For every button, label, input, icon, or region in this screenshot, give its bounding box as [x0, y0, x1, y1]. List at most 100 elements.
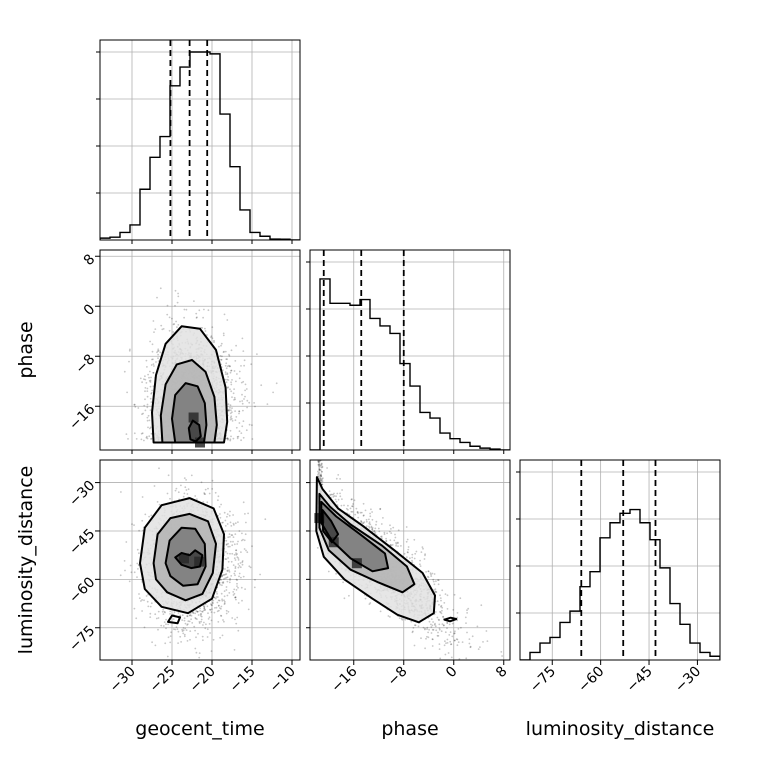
- sample-point: [223, 350, 225, 353]
- sample-point: [349, 507, 352, 510]
- sample-point: [152, 358, 154, 361]
- sample-point: [201, 327, 204, 329]
- sample-point: [225, 367, 228, 370]
- sample-point: [204, 493, 207, 495]
- sample-point: [220, 503, 223, 506]
- sample-point: [197, 614, 200, 616]
- sample-point: [233, 399, 235, 401]
- sample-point: [149, 605, 152, 608]
- sample-point: [126, 391, 128, 394]
- sample-point: [226, 569, 229, 572]
- sample-point: [161, 328, 164, 331]
- histogram-steps: [520, 508, 720, 660]
- sample-point: [225, 609, 228, 612]
- sample-point: [237, 540, 239, 543]
- histogram-luminosity_distance: [520, 460, 720, 660]
- sample-point: [425, 637, 427, 640]
- sample-point: [217, 499, 219, 502]
- sample-point: [180, 484, 182, 487]
- panel-border: [99, 39, 301, 241]
- sample-point: [149, 370, 151, 373]
- sample-point: [228, 409, 230, 412]
- sample-point: [224, 577, 227, 580]
- sample-point: [169, 497, 171, 500]
- sample-point: [188, 620, 191, 623]
- sample-point: [225, 381, 228, 384]
- sample-point: [228, 364, 230, 367]
- sample-point: [145, 382, 148, 384]
- density-panel-geocent_time-phase: [123, 287, 278, 448]
- sample-point: [220, 615, 223, 617]
- sample-point: [182, 632, 185, 635]
- sample-point: [240, 432, 243, 434]
- sample-point: [236, 556, 239, 558]
- sample-point: [235, 549, 237, 552]
- sample-point: [227, 386, 230, 388]
- sample-point: [176, 628, 179, 631]
- sample-point: [235, 426, 238, 429]
- sample-point: [179, 614, 182, 617]
- sample-point: [143, 439, 145, 442]
- sample-point: [151, 389, 154, 392]
- sample-point: [229, 577, 232, 580]
- sample-point: [183, 633, 186, 636]
- sample-point: [137, 568, 139, 570]
- sample-point: [226, 437, 229, 440]
- sample-point: [211, 479, 214, 482]
- sample-point: [177, 292, 180, 295]
- sample-point: [236, 585, 238, 587]
- sample-point: [207, 487, 209, 490]
- sample-point: [183, 635, 186, 638]
- sample-point: [218, 604, 220, 607]
- sample-point: [245, 429, 248, 432]
- sample-point: [241, 599, 243, 602]
- sample-point: [153, 331, 155, 333]
- sample-point: [181, 614, 184, 617]
- sample-point: [143, 599, 145, 602]
- sample-point: [138, 552, 140, 555]
- panel-border: [309, 249, 511, 451]
- sample-point: [247, 512, 250, 515]
- sample-point: [218, 506, 221, 508]
- sample-point: [220, 579, 222, 581]
- sample-point: [146, 366, 148, 368]
- sample-point: [228, 571, 231, 573]
- sample-point: [237, 563, 240, 565]
- sample-point: [215, 596, 218, 598]
- sample-point: [231, 420, 234, 422]
- sample-point: [228, 353, 230, 356]
- sample-point: [150, 602, 153, 605]
- sample-point: [233, 396, 236, 399]
- sample-point: [146, 435, 148, 438]
- sample-point: [165, 627, 167, 630]
- sample-point: [228, 581, 231, 584]
- sample-point: [234, 419, 237, 422]
- sample-point: [157, 617, 160, 619]
- sample-point: [202, 624, 204, 626]
- sample-point: [154, 644, 157, 647]
- sample-point: [175, 487, 178, 490]
- sample-point: [424, 628, 426, 631]
- sample-point: [226, 319, 229, 321]
- sample-point: [225, 358, 228, 360]
- sample-point: [222, 581, 225, 583]
- sample-point: [209, 632, 212, 634]
- sample-point: [156, 501, 159, 503]
- sample-point: [212, 638, 215, 641]
- sample-point: [241, 337, 244, 340]
- sample-point: [397, 541, 399, 544]
- sample-point: [242, 436, 245, 439]
- sample-point: [186, 615, 189, 617]
- sample-point: [341, 498, 343, 500]
- sample-point: [224, 573, 227, 576]
- sample-point: [218, 345, 220, 348]
- sample-point: [207, 618, 210, 620]
- sample-point: [185, 629, 188, 631]
- sample-point: [123, 370, 126, 373]
- sample-point: [161, 610, 164, 613]
- sample-point: [223, 600, 226, 603]
- sample-point: [157, 628, 159, 631]
- sample-point: [172, 331, 175, 333]
- sample-point: [142, 412, 145, 415]
- sample-point: [234, 565, 237, 568]
